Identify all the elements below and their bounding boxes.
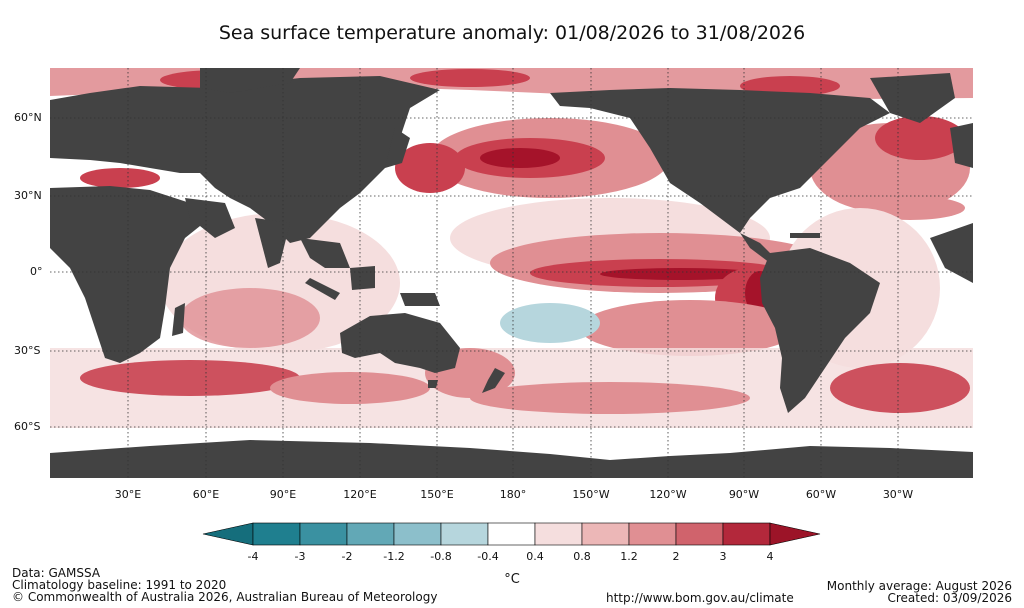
map-title: Sea surface temperature anomaly: 01/08/2…	[218, 22, 806, 44]
indian-ocean-warm	[180, 288, 320, 348]
south-atlantic-warm	[830, 363, 970, 413]
map-canvas	[50, 68, 973, 478]
lon-label-90e: 90°E	[269, 488, 297, 501]
southeast-pacific-warm	[580, 300, 800, 356]
monthly-average-text: Monthly average: August 2026	[826, 579, 1012, 593]
borneo-island	[350, 266, 375, 290]
india-landmass	[255, 218, 290, 268]
colorbar-segment	[299, 522, 348, 546]
africa-landmass	[50, 186, 210, 363]
arctic-warm-core-2	[410, 69, 530, 87]
colorbar-segment	[346, 522, 395, 546]
new-guinea-island	[400, 293, 440, 306]
colorbar-unit-label: °C	[504, 572, 520, 587]
graticule	[50, 68, 973, 478]
lat-label-60s: 60°S	[14, 420, 41, 433]
lon-label-90w: 90°W	[728, 488, 760, 501]
africa-west	[930, 223, 973, 283]
colorbar-tick-label: -3	[295, 550, 306, 563]
colorbar-tick-label: 1.2	[620, 550, 638, 563]
lon-label-150e: 150°E	[420, 488, 454, 501]
colorbar-segment	[393, 522, 442, 546]
lon-label-120w: 120°W	[649, 488, 687, 501]
lon-label-120e: 120°E	[343, 488, 377, 501]
colorbar-tick-label: 3	[720, 550, 727, 563]
caribbean-islands	[790, 233, 820, 238]
colorbar-svg: -4 -3 -2 -1.2 -0.8 -0.4 0.4 0.8 1.2 2 3 4	[202, 522, 821, 563]
europe-north	[200, 68, 300, 93]
created-date-text: Created: 03/09/2026	[887, 591, 1012, 605]
colorbar: -4 -3 -2 -1.2 -0.8 -0.4 0.4 0.8 1.2 2 3 4	[0, 518, 1024, 578]
lon-label-180: 180°	[499, 488, 527, 501]
colorbar-tick-label: 4	[767, 550, 774, 563]
greenland-landmass	[870, 73, 955, 123]
south-america-landmass	[760, 248, 880, 413]
north-america-landmass	[550, 88, 890, 233]
colorbar-over-arrow	[769, 522, 821, 546]
japan-island	[385, 128, 410, 168]
lat-label-30s: 30°S	[14, 344, 41, 357]
arabia-landmass	[185, 198, 235, 238]
arctic-warm-core-3	[740, 76, 840, 96]
lon-label-30w: 30°W	[882, 488, 914, 501]
colorbar-segment	[440, 522, 489, 546]
tasmania-island	[428, 380, 438, 388]
colorbar-segment	[628, 522, 677, 546]
colorbar-tick-label: -1.2	[383, 550, 404, 563]
southern-indian-warm-2	[270, 372, 430, 404]
colorbar-under-arrow	[202, 522, 254, 546]
equatorial-pacific-extreme	[600, 268, 760, 280]
sst-anomaly-map	[50, 68, 973, 478]
footer-right: Monthly average: August 2026 Created: 03…	[827, 580, 1012, 604]
colorbar-tick-label: -4	[248, 550, 259, 563]
lon-label-150w: 150°W	[572, 488, 610, 501]
south-pacific-cool	[500, 303, 600, 343]
se-asia-landmass	[300, 238, 350, 268]
bom-climate-link[interactable]: http://www.bom.gov.au/climate	[606, 591, 794, 605]
north-atlantic-warm-core	[875, 116, 965, 160]
lon-label-60w: 60°W	[805, 488, 837, 501]
north-pacific-warm-extreme	[480, 148, 560, 168]
land-masses	[50, 68, 973, 478]
colorbar-tick-label: -2	[342, 550, 353, 563]
southern-indian-warm	[80, 360, 300, 396]
colorbar-tick-label: 2	[673, 550, 680, 563]
south-pacific-band	[470, 382, 750, 414]
antarctica-landmass	[50, 440, 973, 478]
mediterranean-warm	[80, 168, 160, 188]
madagascar	[172, 303, 185, 336]
lat-label-60n: 60°N	[14, 111, 42, 124]
new-zealand-island	[482, 368, 505, 393]
colorbar-tick-label: 0.4	[526, 550, 544, 563]
copyright-text: © Commonwealth of Australia 2026, Austra…	[12, 590, 438, 604]
kuroshio-warm	[395, 143, 465, 193]
lat-label-equator: 0°	[30, 265, 43, 278]
lat-label-30n: 30°N	[14, 189, 42, 202]
colorbar-tick-label: 0.8	[573, 550, 591, 563]
data-source-text: Data: GAMSSA	[12, 566, 101, 580]
central-america-landmass	[740, 233, 775, 263]
sumatra-island	[305, 278, 340, 300]
lon-label-30e: 30°E	[114, 488, 142, 501]
climatology-baseline-text: Climatology baseline: 1991 to 2020	[12, 578, 227, 592]
colorbar-segment	[675, 522, 724, 546]
colorbar-segment	[534, 522, 583, 546]
australia-landmass	[340, 313, 460, 373]
colorbar-tick-label: -0.8	[430, 550, 451, 563]
colorbar-segment	[487, 522, 536, 546]
colorbar-tick-label: -0.4	[477, 550, 498, 563]
colorbar-segment	[722, 522, 771, 546]
lon-label-60e: 60°E	[192, 488, 220, 501]
europe-west	[950, 123, 973, 168]
colorbar-segment	[581, 522, 630, 546]
footer-left: Data: GAMSSA Climatology baseline: 1991 …	[12, 567, 437, 603]
colorbar-segment	[252, 522, 301, 546]
